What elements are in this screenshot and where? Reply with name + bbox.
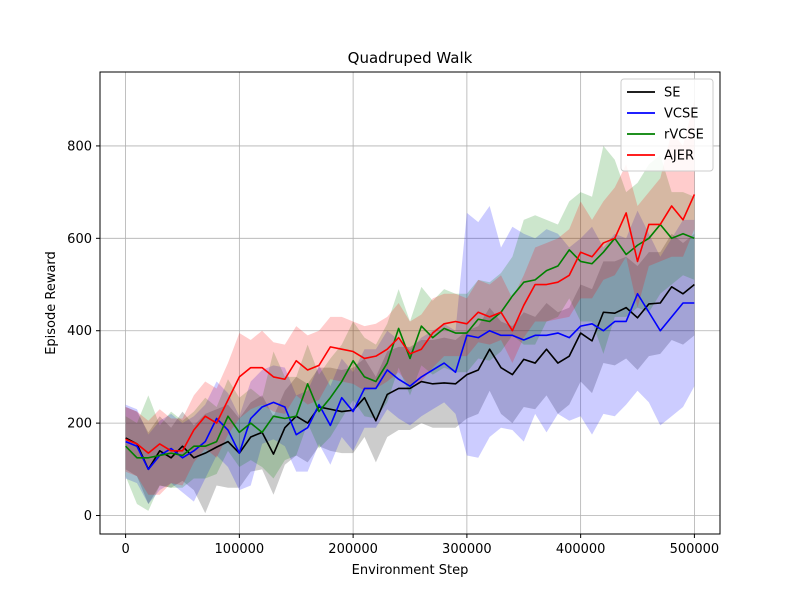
legend-box	[620, 78, 714, 172]
y-tick-label: 200	[67, 417, 92, 432]
y-tick-label: 400	[67, 324, 92, 339]
x-tick-label: 500000	[670, 542, 720, 557]
legend-label-ajer: AJER	[664, 149, 694, 164]
x-tick-label: 400000	[556, 542, 606, 557]
series-line-ajer	[125, 194, 696, 454]
y-tick-label: 0	[84, 509, 92, 524]
y-tick-label: 600	[67, 232, 92, 247]
series-line-vcse	[125, 292, 695, 471]
legend: SE VCSE rVCSE AJER	[620, 78, 714, 172]
x-tick-label: 0	[121, 542, 129, 557]
grid-layer	[100, 72, 720, 534]
plot-frame	[99, 71, 721, 535]
x-tick-label: 100000	[215, 542, 265, 557]
y-axis-title: Episode Reward	[44, 251, 59, 355]
line-layer	[125, 194, 696, 471]
series-line-rvcse	[125, 223, 695, 459]
series-line-se	[125, 283, 695, 471]
x-axis-title: Environment Step	[352, 563, 469, 578]
legend-label-rvcse: rVCSE	[664, 128, 704, 143]
band-ajer	[125, 99, 695, 495]
legend-label-vcse: VCSE	[664, 107, 698, 122]
x-tick-label: 300000	[442, 542, 492, 557]
x-tick-label: 200000	[328, 542, 378, 557]
chart-title: Quadruped Walk	[348, 49, 473, 67]
tick-layer: 0 100000 200000 300000 400000 500000 0 200 400 60…	[67, 139, 719, 557]
band-rvcse	[125, 145, 695, 511]
legend-label-se: SE	[664, 86, 680, 101]
band-vcse	[125, 205, 695, 504]
y-tick-label: 800	[67, 139, 92, 154]
